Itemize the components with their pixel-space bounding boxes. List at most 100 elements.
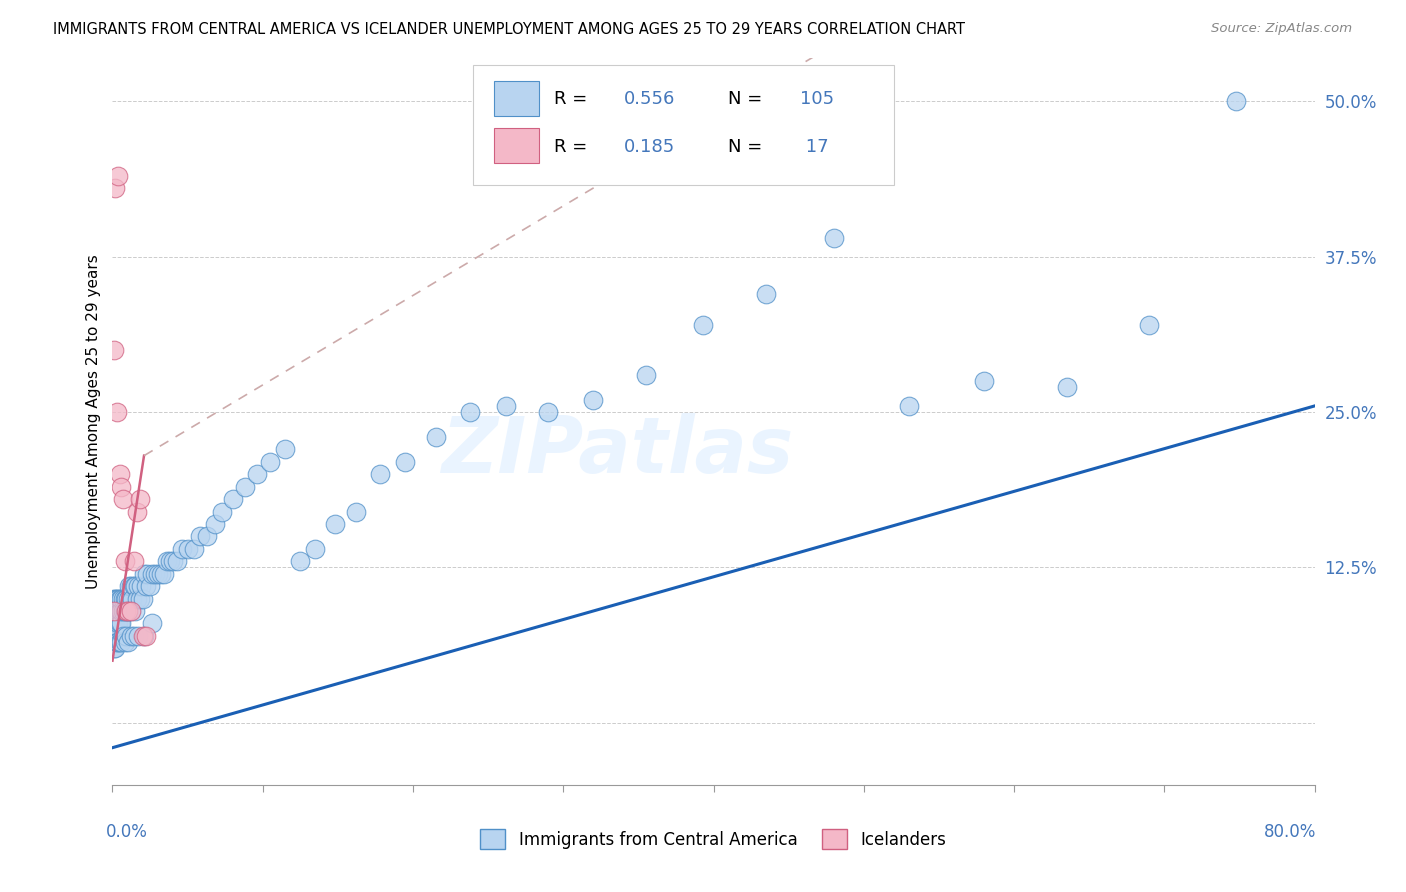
Point [103,604,125,618]
Point [135,629,157,643]
Point [114,591,136,606]
Point [136,566,159,581]
Point [131,629,153,643]
Point [132,629,155,643]
Point [105,604,128,618]
Point [104,616,127,631]
Point [183,541,205,556]
Point [103,604,125,618]
Point [114,554,136,568]
Point [823,231,845,245]
Point [176,541,198,556]
Point [118,579,141,593]
Point [115,604,138,618]
Y-axis label: Unemployment Among Ages 25 to 29 years: Unemployment Among Ages 25 to 29 years [86,254,101,589]
Text: Source: ZipAtlas.com: Source: ZipAtlas.com [1212,22,1353,36]
Point [117,604,139,618]
Point [139,579,162,593]
Point [110,635,132,649]
Point [107,604,129,618]
Point [103,343,125,357]
Point [107,616,129,631]
Point [104,623,127,637]
Point [127,629,149,643]
Point [141,566,163,581]
Point [111,629,134,643]
Point [143,566,166,581]
Point [104,604,127,618]
Point [120,604,142,618]
Point [122,554,145,568]
Point [368,467,391,482]
Bar [494,128,540,163]
Point [104,181,127,195]
Point [120,579,142,593]
Point [204,516,226,531]
Point [108,604,131,618]
Text: N =: N = [728,137,768,156]
Point [1056,380,1078,394]
Point [110,591,132,606]
Point [122,579,145,593]
Point [222,492,245,507]
Point [159,554,181,568]
Point [582,392,605,407]
Point [118,604,141,618]
Point [120,604,142,618]
Point [104,629,127,643]
Point [105,635,128,649]
Point [155,554,177,568]
FancyBboxPatch shape [472,65,894,186]
Point [114,604,136,618]
Point [107,629,129,643]
Point [103,641,125,656]
Point [634,368,657,382]
Point [115,591,138,606]
Point [973,374,995,388]
Text: R =: R = [554,90,593,109]
Text: 0.185: 0.185 [623,137,675,156]
Point [120,629,142,643]
Point [105,616,128,631]
Point [692,318,714,333]
Point [128,492,150,507]
Point [108,591,131,606]
Point [117,591,139,606]
Point [394,455,416,469]
Text: 17: 17 [800,137,828,156]
Point [195,529,218,543]
Text: R =: R = [554,137,593,156]
Point [233,480,256,494]
Point [103,629,125,643]
Point [162,554,184,568]
Text: 105: 105 [800,90,834,109]
Point [122,629,145,643]
Point [1225,95,1247,109]
Point [131,591,153,606]
Text: N =: N = [728,90,768,109]
Point [274,442,297,457]
Point [103,629,125,643]
Point [114,635,136,649]
Point [425,430,447,444]
Point [129,579,152,593]
Point [290,554,312,568]
Text: 0.556: 0.556 [623,90,675,109]
Point [111,604,134,618]
Text: 80.0%: 80.0% [1264,822,1316,840]
Point [166,554,188,568]
Point [141,616,163,631]
Point [146,566,169,581]
Point [107,635,129,649]
Point [135,579,157,593]
Point [495,399,517,413]
Legend: Immigrants from Central America, Icelanders: Immigrants from Central America, Iceland… [481,829,946,849]
Point [110,616,132,631]
Point [537,405,560,419]
Point [124,604,146,618]
Point [897,399,920,413]
Point [127,579,149,593]
Bar [494,81,540,116]
Point [458,405,481,419]
Point [304,541,326,556]
